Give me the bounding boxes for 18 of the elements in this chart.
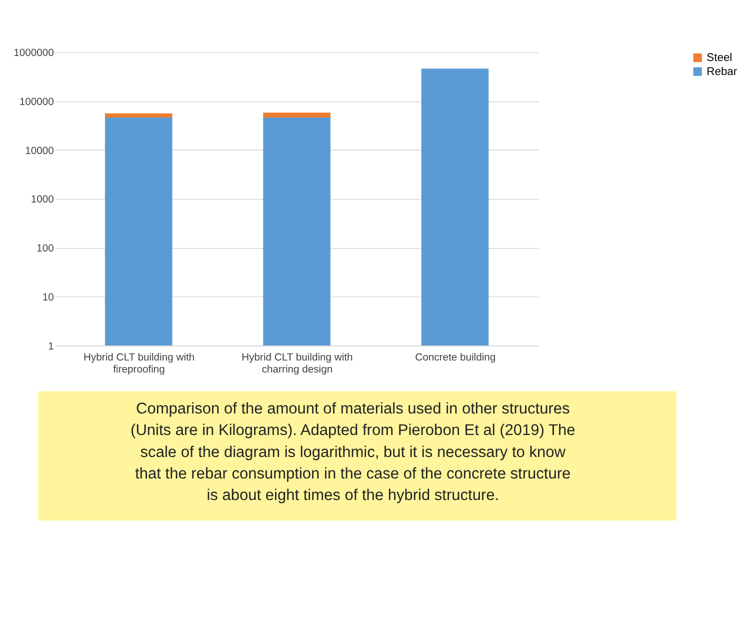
y-tick-label: 1000 xyxy=(30,194,54,206)
bar xyxy=(104,113,172,118)
text: Comparison of the amount of materials used in other structures (Units are in Kilograms). Adapted from Pierobon Et al (2019) The scale of the diagram is logarithmic, but it is necessary to know that the rebar consumption in the case of the concrete structure is about eight times of the hybrid structure. xyxy=(130,400,576,504)
legend-label: Rebar xyxy=(706,66,738,78)
y-tick-label: 10000 xyxy=(25,146,54,157)
y-tick-label: 100 xyxy=(36,244,54,255)
x-tick-label: Hybrid CLT building with charring design xyxy=(242,352,354,376)
bar xyxy=(104,118,172,346)
y-tick-label: 100000 xyxy=(19,96,54,108)
x-tick-label: Concrete building xyxy=(415,352,496,364)
legend-label: Steel xyxy=(706,52,732,64)
bar xyxy=(421,68,489,346)
x-tick-label: Hybrid CLT building with fireproofing xyxy=(83,352,195,376)
bar xyxy=(263,112,330,118)
y-tick-label: 1000000 xyxy=(14,48,54,60)
y-tick-label: 1 xyxy=(48,341,54,352)
y-tick-label: 10 xyxy=(42,292,54,304)
bar xyxy=(263,118,330,346)
